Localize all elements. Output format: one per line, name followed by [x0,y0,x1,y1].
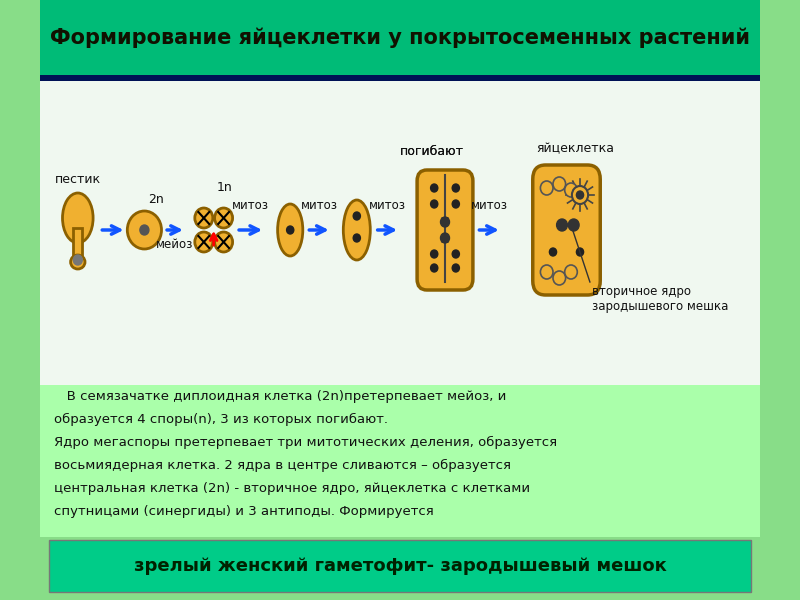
Circle shape [568,219,579,231]
Circle shape [430,264,438,272]
Circle shape [541,265,553,279]
Ellipse shape [195,208,213,228]
Circle shape [565,183,578,197]
Circle shape [452,264,459,272]
Circle shape [572,186,588,204]
Circle shape [430,184,438,192]
Text: погибают: погибают [399,145,463,158]
Ellipse shape [214,232,233,252]
Ellipse shape [127,211,162,249]
Text: погибают: погибают [399,145,463,158]
Circle shape [576,248,584,256]
Text: Ядро мегаспоры претерпевает три митотических деления, образуется: Ядро мегаспоры претерпевает три митотиче… [54,436,557,449]
Circle shape [452,250,459,258]
Ellipse shape [70,255,85,269]
Text: В семязачатке диплоидная клетка (2n)претерпевает мейоз, и: В семязачатке диплоидная клетка (2n)прет… [54,390,506,403]
FancyBboxPatch shape [533,165,600,295]
Circle shape [140,225,149,235]
Text: спутницами (синергиды) и 3 антиподы. Формируется: спутницами (синергиды) и 3 антиподы. Фор… [54,505,434,518]
Ellipse shape [278,204,303,256]
Text: митоз: митоз [470,199,508,212]
Circle shape [452,200,459,208]
Circle shape [541,181,553,195]
Text: мейоз: мейоз [156,238,194,251]
Circle shape [430,200,438,208]
Ellipse shape [195,232,213,252]
Circle shape [430,250,438,258]
FancyBboxPatch shape [40,75,760,81]
FancyBboxPatch shape [417,170,473,290]
Text: образуется 4 споры(n), 3 из которых погибают.: образуется 4 споры(n), 3 из которых поги… [54,413,387,426]
FancyBboxPatch shape [49,540,751,592]
FancyBboxPatch shape [40,75,760,385]
FancyBboxPatch shape [40,385,760,537]
Ellipse shape [62,193,93,243]
Text: вторичное ядро: вторичное ядро [592,285,690,298]
Text: зрелый женский гаметофит- зародышевый мешок: зрелый женский гаметофит- зародышевый ме… [134,557,666,575]
Text: восьмиядерная клетка. 2 ядра в центре сливаются – образуется: восьмиядерная клетка. 2 ядра в центре сл… [54,459,510,472]
Circle shape [576,191,584,199]
Circle shape [553,271,566,285]
Ellipse shape [343,200,370,260]
Circle shape [553,177,566,191]
Text: 2n: 2n [148,193,164,206]
Circle shape [354,234,361,242]
FancyBboxPatch shape [40,0,760,75]
Text: 1n: 1n [216,181,232,194]
Circle shape [74,255,82,265]
Circle shape [354,212,361,220]
Text: центральная клетка (2n) - вторичное ядро, яйцеклетка с клетками: центральная клетка (2n) - вторичное ядро… [54,482,530,495]
FancyBboxPatch shape [74,228,82,258]
Text: яйцеклетка: яйцеклетка [537,142,614,155]
Ellipse shape [214,208,233,228]
Text: митоз: митоз [369,199,406,212]
Circle shape [550,248,557,256]
Circle shape [557,219,567,231]
Circle shape [452,184,459,192]
Text: митоз: митоз [232,199,269,212]
Circle shape [565,265,578,279]
Text: Формирование яйцеклетки у покрытосеменных растений: Формирование яйцеклетки у покрытосеменны… [50,28,750,48]
Circle shape [286,226,294,234]
Circle shape [441,233,450,243]
Text: пестик: пестик [54,173,101,186]
Text: зародышевого мешка: зародышевого мешка [592,300,728,313]
Circle shape [441,217,450,227]
Text: митоз: митоз [301,199,338,212]
